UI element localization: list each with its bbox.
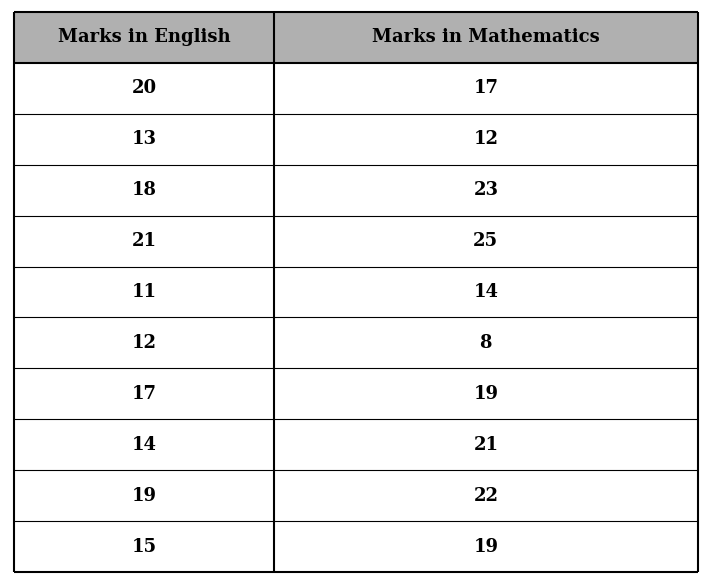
Text: 15: 15 <box>132 538 157 556</box>
Text: 19: 19 <box>132 487 157 505</box>
Text: 12: 12 <box>473 130 498 148</box>
Bar <box>14 266 698 318</box>
Bar <box>14 165 698 215</box>
Text: 13: 13 <box>132 130 157 148</box>
Bar <box>14 522 698 572</box>
Text: 18: 18 <box>132 181 157 199</box>
Bar <box>14 369 698 419</box>
Text: 17: 17 <box>473 79 498 97</box>
Bar <box>14 318 698 369</box>
Text: 19: 19 <box>473 385 498 403</box>
Bar <box>14 470 698 522</box>
Text: 8: 8 <box>480 334 492 352</box>
Text: 20: 20 <box>132 79 157 97</box>
Text: 23: 23 <box>473 181 498 199</box>
Bar <box>14 114 698 165</box>
Bar <box>14 215 698 266</box>
Text: Marks in Mathematics: Marks in Mathematics <box>372 28 600 46</box>
Text: 25: 25 <box>473 232 498 250</box>
Text: 22: 22 <box>473 487 498 505</box>
Text: Marks in English: Marks in English <box>58 28 231 46</box>
Text: 12: 12 <box>132 334 157 352</box>
Text: 11: 11 <box>132 283 157 301</box>
Text: 19: 19 <box>473 538 498 556</box>
Text: 21: 21 <box>132 232 157 250</box>
Bar <box>14 419 698 470</box>
Text: 14: 14 <box>132 436 157 454</box>
Text: 14: 14 <box>473 283 498 301</box>
Text: 17: 17 <box>132 385 157 403</box>
Bar <box>14 12 698 62</box>
Text: 21: 21 <box>473 436 498 454</box>
Bar <box>14 62 698 114</box>
